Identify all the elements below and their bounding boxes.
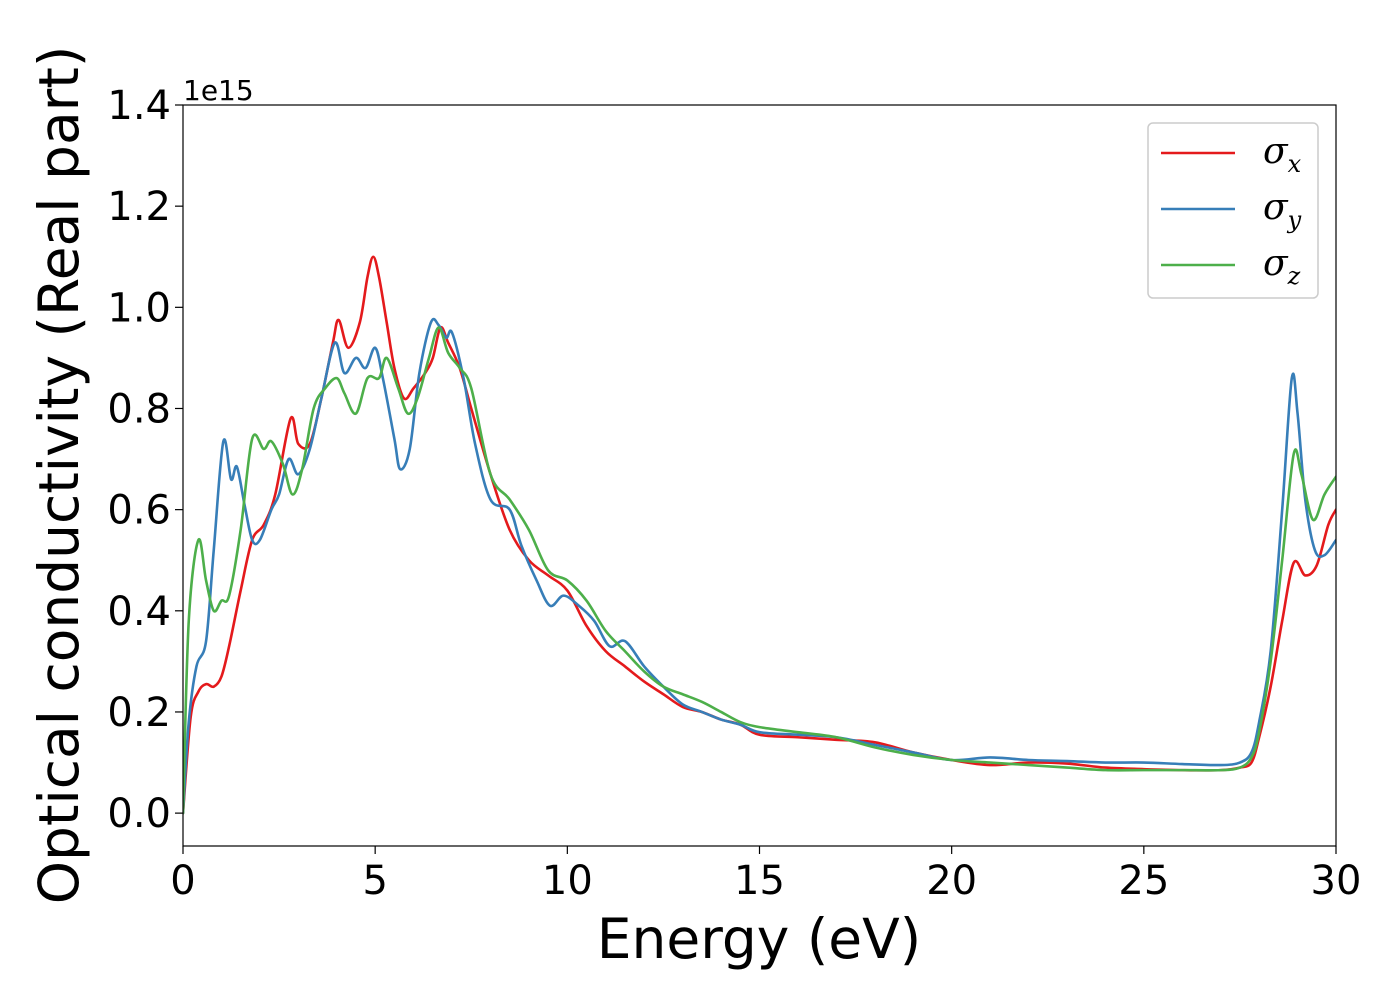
y-tick-label: 1.4 [107, 83, 171, 129]
legend-box [1147, 122, 1319, 299]
series-line-sigma-x [183, 255, 1336, 815]
x-axis-ticks: 0 5 10 15 20 25 30 [170, 846, 1361, 904]
y-tick-label: 0.6 [107, 488, 171, 534]
series-line-sigma-y [183, 317, 1336, 815]
x-tick-label: 30 [1311, 858, 1362, 904]
x-tick-label: 0 [170, 858, 195, 904]
legend-label-sigma-y: σy [1263, 187, 1302, 234]
y-tick-label: 0.4 [107, 589, 171, 635]
legend-label-sigma-z: σz [1263, 243, 1301, 290]
x-tick-label: 10 [542, 858, 593, 904]
legend: σx σy σz [1147, 122, 1319, 299]
y-axis-label: Optical conductivity (Real part) [27, 46, 91, 905]
y-axis-ticks: 0.0 0.2 0.4 0.6 0.8 1.0 1.2 1.4 [107, 83, 183, 837]
x-axis-label: Energy (eV) [597, 907, 921, 971]
x-tick-label: 20 [926, 858, 977, 904]
y-axis-offset-label: 1e15 [183, 74, 254, 107]
series-line-sigma-z [183, 326, 1336, 815]
y-tick-label: 0.8 [107, 386, 171, 432]
legend-label-sigma-x: σx [1263, 131, 1302, 178]
y-tick-label: 1.2 [107, 184, 171, 230]
y-tick-label: 0.2 [107, 690, 171, 736]
plot-series-group [183, 255, 1336, 815]
x-tick-label: 5 [362, 858, 387, 904]
x-tick-label: 25 [1118, 858, 1169, 904]
y-tick-label: 0.0 [107, 791, 171, 837]
x-tick-label: 15 [734, 858, 785, 904]
y-tick-label: 1.0 [107, 285, 171, 331]
